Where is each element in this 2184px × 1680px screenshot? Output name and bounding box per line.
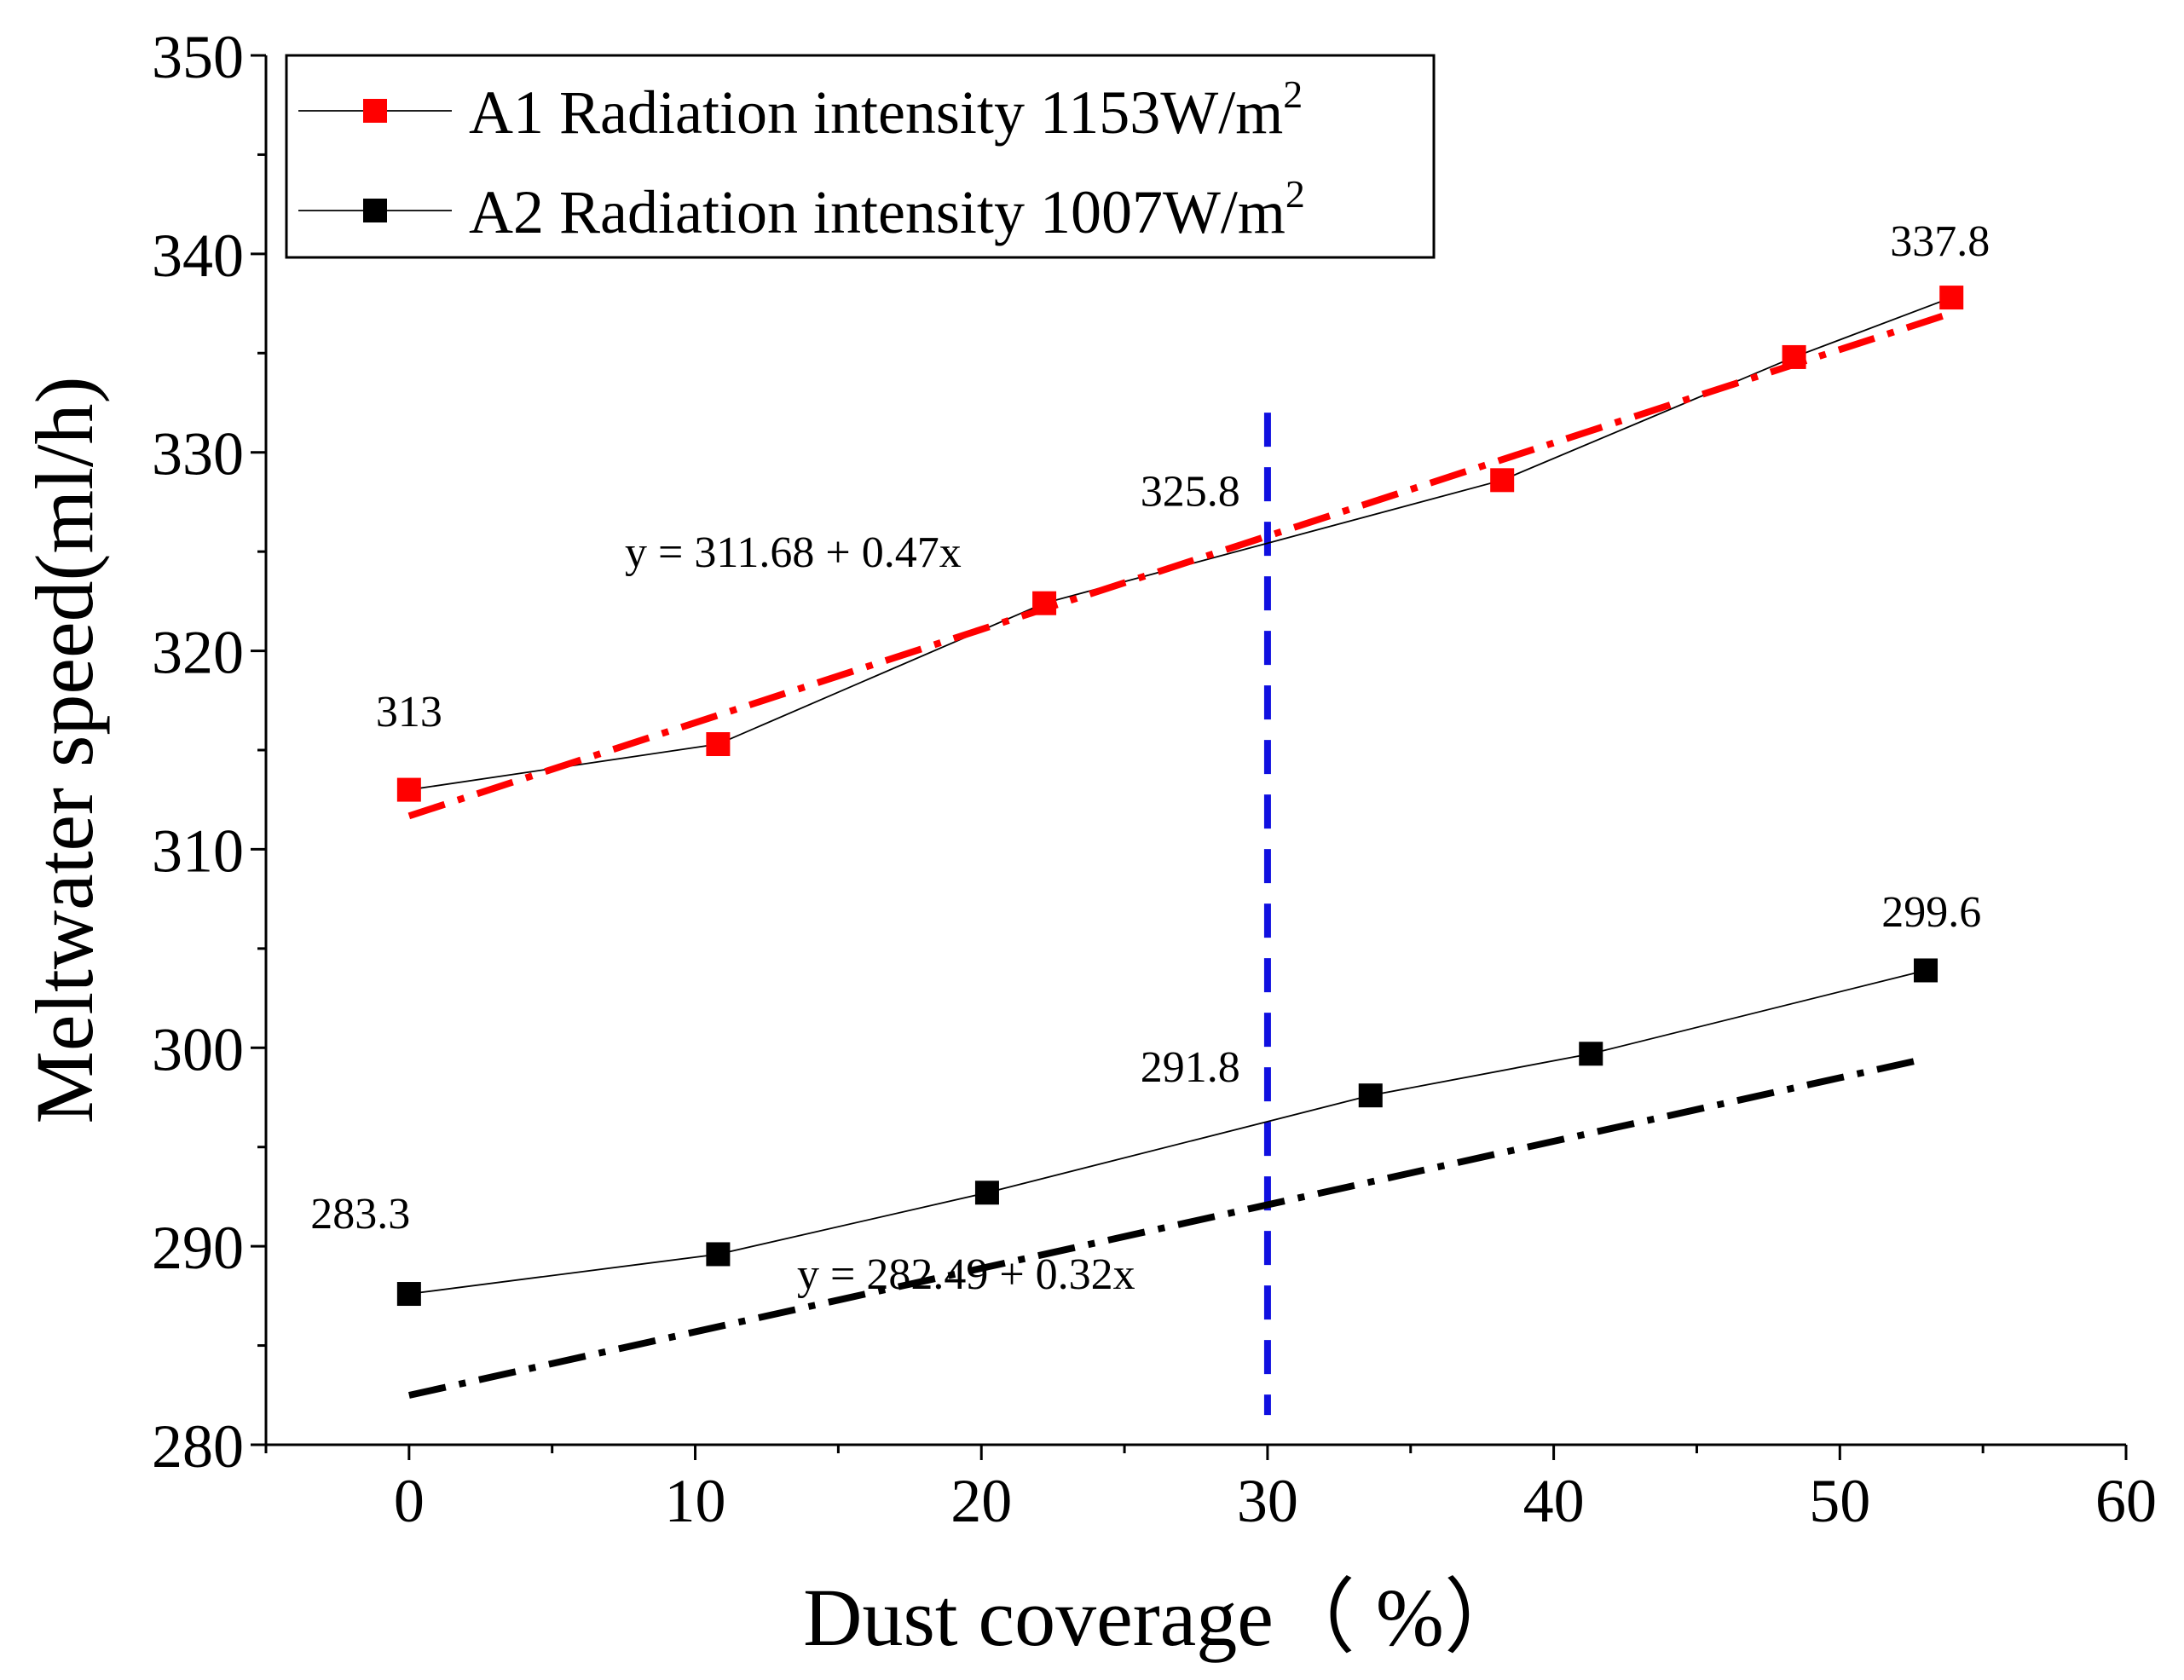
data-point [706,1242,731,1267]
legend-label-superscript: 2 [1283,72,1303,116]
x-tick-label: 20 [950,1467,1012,1535]
fit-line [407,1055,1927,1399]
y-axis-label: Meltwater speed(ml/h) [19,376,110,1123]
series-line [408,297,1952,791]
series-line [408,969,1927,1295]
y-tick-label: 310 [152,817,244,885]
data-point [1358,1083,1383,1108]
annotations-group: y = 311.68 + 0.47x y = 282.49 + 0.32x 313 3… [310,217,1990,1299]
data-point [1782,344,1806,369]
y-tick-label: 340 [152,222,244,290]
legend-box [285,54,1436,259]
legend-label: A2 Radiation intensity 1007W/m2 [469,172,1305,246]
data-point [974,1181,999,1205]
x-tick-label: 60 [2095,1467,2157,1535]
legend-marker [363,99,387,123]
legend: A1 Radiation intensity 1153W/m2 A2 Radiat… [285,54,1436,259]
data-point [1490,468,1515,493]
data-label: 325.8 [1141,468,1240,517]
fit-equation-label: y = 282.49 + 0.32x [797,1250,1135,1299]
data-point [1579,1042,1603,1066]
series-group [396,286,1964,1399]
fit-line [407,309,1953,820]
x-tick-label: 10 [665,1467,726,1535]
data-point [1032,591,1057,615]
y-tick-label: 280 [152,1412,244,1481]
data-point [396,777,421,802]
y-tick-label: 320 [152,619,244,687]
series-1 [396,286,1964,820]
x-tick-label: 30 [1237,1467,1298,1535]
y-tick-label: 300 [152,1015,244,1083]
data-label: 299.6 [1881,888,1981,937]
data-point [1939,286,1964,310]
x-axis-label: Dust coverage（ %） [803,1572,1526,1663]
data-label: 283.3 [310,1190,410,1238]
y-tick-label: 330 [152,420,244,488]
legend-marker [363,199,387,222]
legend-label-superscript: 2 [1286,172,1305,216]
data-point [1914,958,1938,983]
y-tick-label: 290 [152,1214,244,1282]
data-label: 291.8 [1141,1043,1240,1092]
fit-equation-label: y = 311.68 + 0.47x [625,528,962,577]
data-label: 337.8 [1890,217,1990,266]
axes: 280 290 300 310 320 330 340 350 0 10 20 30 40 50 60 [152,23,2157,1535]
data-point [706,732,731,757]
x-tick-label: 40 [1523,1467,1585,1535]
y-tick-label: 350 [152,23,244,91]
x-tick-label: 0 [394,1467,425,1535]
x-tick-label: 50 [1809,1467,1870,1535]
data-label: 313 [376,688,442,736]
data-point [396,1282,421,1307]
series-2 [396,958,1938,1399]
legend-label: A1 Radiation intensity 1153W/m2 [469,72,1303,147]
